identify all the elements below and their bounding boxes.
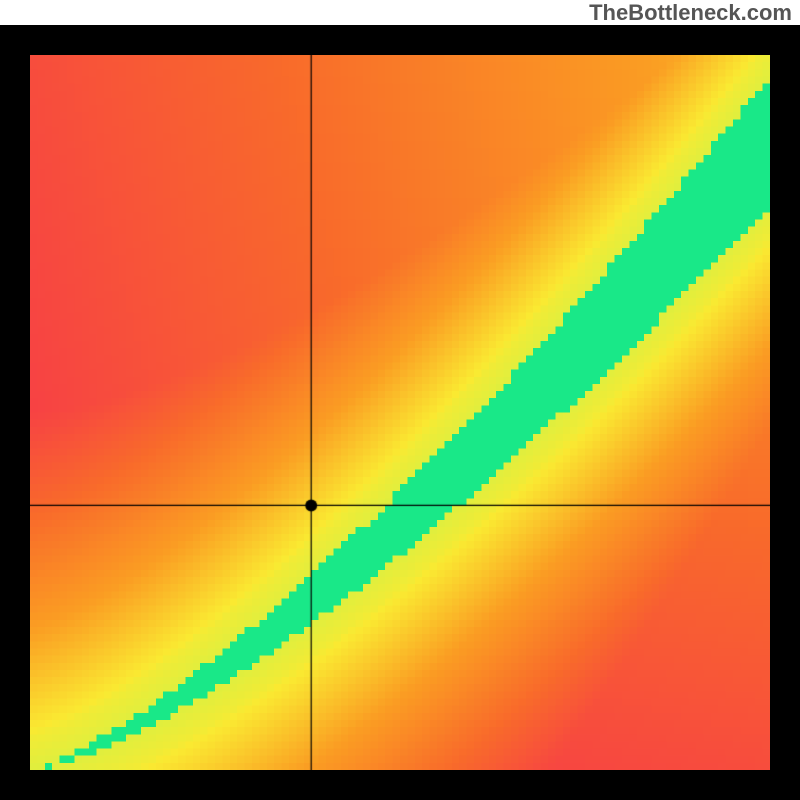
chart-wrapper: TheBottleneck.com [0, 0, 800, 800]
overlay-canvas [30, 55, 770, 770]
heatmap-container [0, 25, 800, 800]
watermark-text: TheBottleneck.com [589, 0, 792, 26]
